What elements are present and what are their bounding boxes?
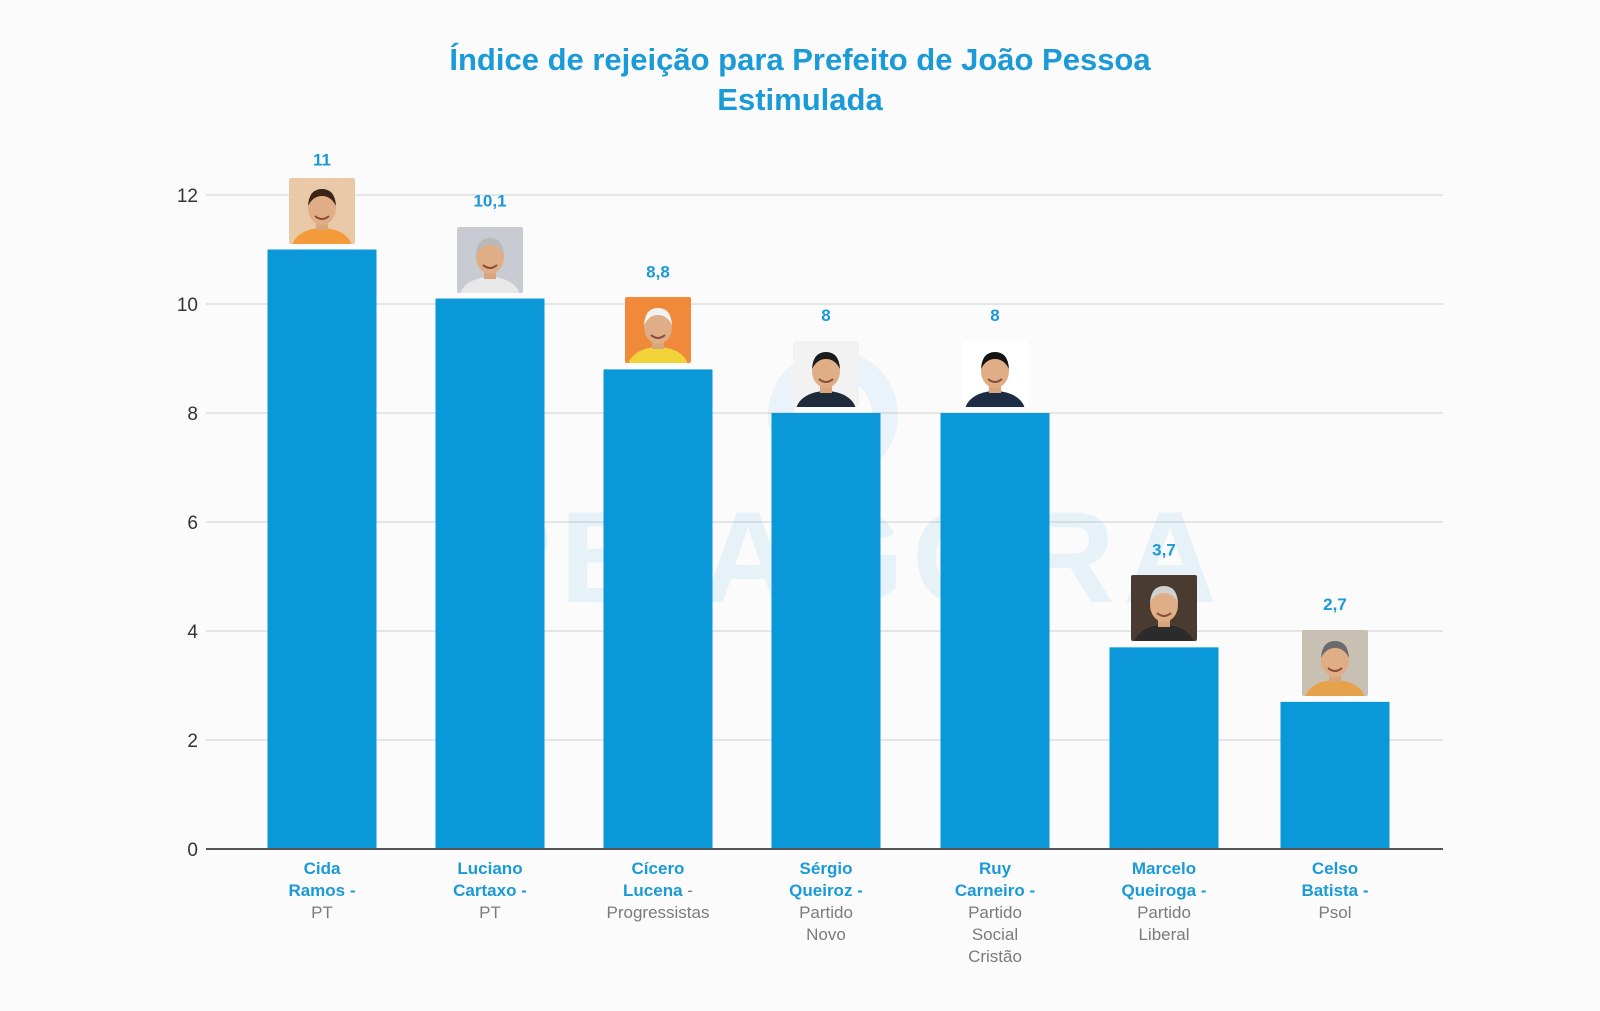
name-suffix: - <box>682 881 693 900</box>
candidate-first-name: Luciano <box>457 859 523 878</box>
candidate-photo <box>793 341 859 407</box>
candidate-first-name: Ruy <box>978 859 1012 878</box>
portrait-icon <box>460 237 520 293</box>
bar <box>771 413 881 849</box>
party-name: Cristão <box>968 947 1022 966</box>
party-name: Partido <box>799 903 853 922</box>
portrait-icon <box>1134 586 1194 642</box>
party-name: Social <box>971 925 1019 944</box>
chart-title-main: Índice de rejeição para Prefeito de João… <box>449 42 1151 77</box>
party-name: Psol <box>1318 903 1352 922</box>
y-tick-label: 6 <box>187 513 198 534</box>
portrait-icon <box>796 352 856 407</box>
data-label: 10,1 <box>473 192 506 211</box>
y-tick-label: 12 <box>177 186 198 207</box>
candidate-first-name: Cida <box>303 859 341 878</box>
candidate-last-name: Ramos - <box>288 881 356 900</box>
bar <box>1280 701 1390 849</box>
x-tick-label: Sérgio Queiroz - Partido Novo <box>751 858 901 946</box>
party-name: Partido <box>1137 903 1191 922</box>
party-name: Partido <box>968 903 1022 922</box>
party-name: PT <box>479 903 501 922</box>
y-tick-label: 10 <box>177 295 198 316</box>
portrait-icon <box>628 308 688 364</box>
x-tick-label: Cida Ramos - PT <box>247 858 397 924</box>
y-tick-label: 2 <box>187 731 198 752</box>
candidate-first-name: Sérgio <box>799 859 853 878</box>
party-name: Novo <box>806 925 846 944</box>
candidate-last-name: Carneiro - <box>954 881 1036 900</box>
x-tick-label: Celso Batista - Psol <box>1260 858 1410 924</box>
candidate-last-name: Queiroz - <box>789 881 863 900</box>
chart-subtitle: Estimulada <box>717 82 883 117</box>
party-name: Liberal <box>1138 925 1190 944</box>
chart-title: Índice de rejeição para Prefeito de João… <box>0 40 1600 120</box>
bar <box>267 249 377 849</box>
candidate-first-name: Cícero <box>631 859 685 878</box>
party-name: Progressistas <box>606 903 710 922</box>
x-tick-label: Ruy Carneiro - Partido Social Cristão <box>920 858 1070 968</box>
candidate-photo <box>457 226 523 293</box>
candidate-photo <box>289 177 355 244</box>
y-tick-label: 4 <box>187 622 198 643</box>
candidate-first-name: Celso <box>1311 859 1359 878</box>
portrait-icon <box>1305 640 1365 696</box>
bar <box>603 369 713 849</box>
bar <box>1109 647 1219 849</box>
candidate-first-name: Marcelo <box>1131 859 1197 878</box>
data-label: 11 <box>313 151 331 170</box>
candidate-last-name: Batista - <box>1301 881 1369 900</box>
candidate-photo <box>625 297 691 364</box>
candidate-last-name: Lucena - <box>623 881 693 900</box>
portrait-icon <box>965 352 1025 407</box>
x-tick-label: Luciano Cartaxo - PT <box>415 858 565 924</box>
x-tick-label: Marcelo Queiroga - Partido Liberal <box>1089 858 1239 946</box>
candidate-photo <box>962 341 1028 407</box>
candidate-photo <box>1131 575 1197 642</box>
candidate-last-name: Cartaxo - <box>453 881 527 900</box>
candidate-photo <box>1302 629 1368 696</box>
x-tick-label: Cícero Lucena - Progressistas <box>583 858 733 924</box>
data-label: 8 <box>821 306 830 325</box>
bar <box>940 413 1050 849</box>
data-label: 8 <box>990 306 999 325</box>
portrait-icon <box>292 188 352 244</box>
data-label: 2,7 <box>1323 595 1347 614</box>
data-label: 3,7 <box>1152 540 1176 559</box>
candidate-last-name: Queiroga - <box>1121 881 1207 900</box>
y-tick-label: 0 <box>187 840 198 861</box>
party-name: PT <box>311 903 333 922</box>
bar <box>435 298 545 849</box>
y-tick-label: 8 <box>187 404 198 425</box>
data-label: 8,8 <box>646 262 670 281</box>
